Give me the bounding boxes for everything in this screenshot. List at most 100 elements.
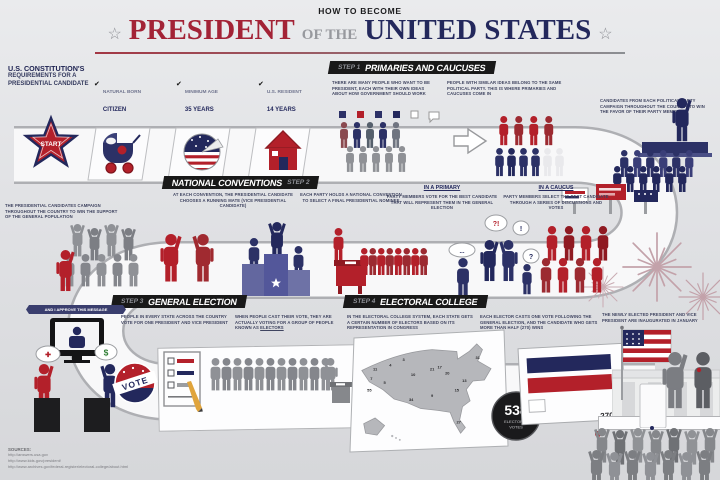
- state-votes: 9: [431, 393, 434, 398]
- requirement-item-citizen: ✔ NATURAL BORN CITIZEN: [94, 80, 141, 116]
- state-votes: 11: [373, 367, 378, 372]
- speech-bubble-exclaim: !: [520, 226, 522, 233]
- title-of-the: OF THE: [301, 27, 358, 43]
- step4-text-2: EACH ELECTOR CASTS ONE VOTE FOLLOWING TH…: [480, 314, 598, 331]
- supporter-crowd: [56, 224, 139, 292]
- page-title: ☆ PRESIDENT OF THE UNITED STATES ☆: [0, 14, 720, 47]
- arrow-right-icon: [453, 127, 488, 155]
- total-votes-caption-2: VOTES: [509, 425, 523, 430]
- approve-message-ribbon: AND I APPROVE THIS MESSAGE: [26, 305, 126, 314]
- state-votes: 15: [455, 387, 460, 392]
- step3-text-2: WHEN PEOPLE CAST THEIR VOTE, THEY ARE AC…: [235, 314, 351, 331]
- primary-ballot-box: [333, 228, 368, 294]
- state-votes: 17: [437, 365, 442, 370]
- step4-title: ELECTORAL COLLEGE: [379, 296, 479, 307]
- sources-heading: SOURCES:: [8, 447, 32, 452]
- step3-label: STEP 3: [120, 298, 144, 305]
- source-url: http://www.archives.gov/federal-register…: [8, 464, 129, 469]
- health-topic-bubble: ✚: [45, 351, 51, 359]
- start-star-badge: START: [22, 114, 80, 168]
- celebration-crowd: [588, 426, 718, 480]
- birthday-cake-icon: [183, 133, 224, 171]
- star-icon: ☆: [107, 26, 122, 43]
- state-votes: 5: [383, 380, 386, 385]
- check-icon: ✔: [94, 81, 100, 88]
- step4-label: STEP 4: [352, 298, 376, 305]
- requirement-item-age: ✔ MINIMUM AGE 35 YEARS: [176, 80, 218, 116]
- caucus-heading: IN A CAUCUS: [538, 185, 574, 191]
- source-url: http://answers.usa.gov: [8, 452, 49, 457]
- title-underline: [95, 52, 625, 54]
- step2-label: STEP 2: [286, 179, 311, 186]
- electoral-map: 11 7 55 5 4 3 34 10 21 20 31 27 15 17 13…: [349, 329, 509, 453]
- step1-header: STEP 1 PRIMARIES AND CAUCUSES: [327, 61, 496, 74]
- step2-text-2: EACH PARTY HOLDS A NATIONAL CONVENTION T…: [300, 192, 402, 203]
- electors-emphasis: ELECTORS: [260, 325, 284, 331]
- step1-text-2: PEOPLE WITH SIMILAR IDEAS BELONG TO THE …: [447, 80, 562, 97]
- requirements-heading: U.S. CONSTITUTION'S REQUIREMENTS FOR A P…: [8, 64, 120, 88]
- speech-bubble-interrobang: ?!: [493, 221, 500, 228]
- ballot-icon: [163, 351, 203, 412]
- req-label-line1: NATURAL BORN: [102, 90, 142, 95]
- state-votes: 4: [389, 363, 392, 368]
- req-label-line1: MINIMUM AGE: [184, 90, 219, 95]
- voters-row: [210, 358, 352, 403]
- state-votes: 10: [411, 372, 416, 377]
- primary-voters-row: [360, 248, 428, 275]
- step3-header: STEP 3 GENERAL ELECTION: [110, 295, 248, 308]
- step4-text-3: THE NEWLY ELECTED PRESIDENT AND VICE PRE…: [602, 312, 698, 323]
- check-icon: ✔: [176, 81, 182, 88]
- results-bars-chart: 270: [517, 342, 627, 426]
- step3-text-2-body: WHEN PEOPLE CAST THEIR VOTE, THEY ARE AC…: [235, 314, 334, 331]
- primary-text: PARTY MEMBERS VOTE FOR THE BEST CANDIDAT…: [386, 194, 498, 211]
- vote-pin-badge: VOTE: [112, 362, 158, 404]
- primary-heading: IN A PRIMARY: [423, 185, 461, 191]
- state-votes: 7: [370, 376, 373, 381]
- tv-ad-icon: [50, 318, 104, 363]
- speech-bubble-question: ?: [529, 254, 533, 261]
- campaign-stage: [613, 98, 712, 192]
- caucus-crowd: [540, 226, 609, 293]
- baby-carriage-icon: [103, 132, 141, 174]
- step1-text-1: THERE ARE MANY PEOPLE WHO WANT TO BE PRE…: [332, 80, 430, 97]
- step3-title: GENERAL ELECTION: [147, 296, 238, 307]
- requirement-item-resident: ✔ U.S. RESIDENT 14 YEARS: [258, 80, 302, 116]
- req-label-line2: CITIZEN: [102, 107, 127, 113]
- step4-text-1: IN THE ELECTORAL COLLEGE SYSTEM, EACH ST…: [347, 314, 473, 331]
- start-label: START: [41, 141, 62, 148]
- inauguration-scene: [620, 325, 712, 428]
- state-votes: 34: [409, 397, 414, 402]
- step1-title: PRIMARIES AND CAUCUSES: [364, 62, 487, 73]
- nominee-podium: [242, 222, 310, 296]
- sources-block: SOURCES: http://answers.usa.gov http://w…: [8, 447, 228, 470]
- page-kicker: HOW TO BECOME: [318, 6, 402, 16]
- step1-label: STEP 1: [337, 64, 361, 71]
- majority-threshold: 270: [600, 411, 614, 421]
- state-votes: 27: [456, 420, 461, 425]
- caucus-text: PARTY MEMBERS SELECT THE BEST CANDIDATE …: [503, 194, 609, 211]
- us-flag-icon: [622, 329, 672, 363]
- title-president: PRESIDENT: [128, 14, 295, 46]
- state-votes: 3: [402, 357, 405, 362]
- speech-bubble-dots: ...: [459, 249, 464, 255]
- debate-scene: ✚ $: [34, 343, 120, 432]
- check-icon: ✔: [258, 81, 264, 88]
- step4-header: STEP 4 ELECTORAL COLLEGE: [342, 295, 488, 308]
- step2-text-1: AT EACH CONVENTION, THE PRESIDENTIAL CAN…: [173, 192, 293, 209]
- running-mate-pair: [160, 234, 214, 282]
- star-icon: ☆: [598, 26, 613, 43]
- requirements-subtitle: REQUIREMENTS FOR A PRESIDENTIAL CANDIDAT…: [8, 73, 89, 87]
- state-votes: 31: [475, 355, 480, 360]
- req-label-line1: U.S. RESIDENT: [266, 90, 302, 95]
- req-label-line2: 14 YEARS: [266, 107, 296, 113]
- total-votes-caption-1: ELECTORAL: [504, 419, 528, 424]
- title-united-states: UNITED STATES: [364, 14, 592, 46]
- economy-topic-bubble: $: [104, 348, 109, 358]
- step2-text-left: THE PRESIDENTIAL CANDIDATES CAMPAIGN THR…: [5, 203, 118, 220]
- step2-title: NATIONAL CONVENTIONS: [171, 177, 284, 188]
- state-votes: 21: [430, 367, 435, 372]
- req-label-line2: 35 YEARS: [184, 107, 214, 113]
- caucus-discussion-group: ... ?! ! ?: [448, 214, 540, 297]
- step3-text-1: PEOPLE IN EVERY STATE ACROSS THE COUNTRY…: [121, 314, 229, 325]
